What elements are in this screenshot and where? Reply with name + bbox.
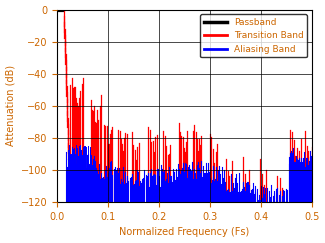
Legend: Passband, Transition Band, Aliasing Band: Passband, Transition Band, Aliasing Band bbox=[201, 14, 307, 57]
X-axis label: Normalized Frequency (Fs): Normalized Frequency (Fs) bbox=[120, 227, 250, 237]
Y-axis label: Attenuation (dB): Attenuation (dB) bbox=[6, 65, 16, 147]
